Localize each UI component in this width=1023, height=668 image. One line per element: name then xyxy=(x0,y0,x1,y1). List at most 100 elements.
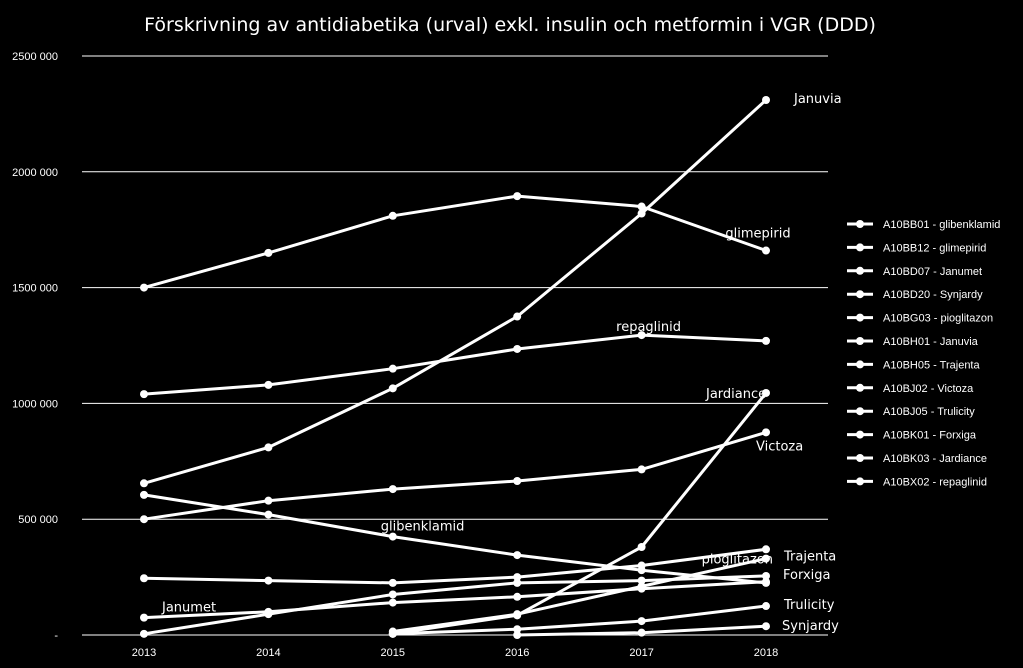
data-point xyxy=(762,545,770,554)
legend-swatch-marker xyxy=(856,360,864,369)
annotation-label: Synjardy xyxy=(782,619,839,634)
data-point xyxy=(264,510,273,519)
annotation-label: Jardiance xyxy=(705,387,766,402)
legend-item-2: A10BD07 - Janumet xyxy=(847,266,982,278)
series-10 xyxy=(388,388,770,638)
data-point xyxy=(513,551,522,560)
legend-label: A10BH01 - Januvia xyxy=(883,336,979,348)
annotation-label: glimepirid xyxy=(725,227,790,242)
annotation-label: Victoza xyxy=(756,439,803,454)
annotation-label: glibenklamid xyxy=(381,520,465,535)
data-point xyxy=(388,598,397,607)
legend-label: A10BG03 - pioglitazon xyxy=(883,313,993,325)
y-axis: - 500 000 1000 000 1500 000 2000 000 2500 000 xyxy=(12,51,58,642)
legend-item-8: A10BJ05 - Trulicity xyxy=(847,406,975,418)
series-line xyxy=(143,98,768,485)
y-tick-label: - xyxy=(54,630,58,642)
data-point xyxy=(762,571,770,580)
annotation-label: repaglinid xyxy=(616,320,681,335)
data-point xyxy=(140,574,148,583)
series-line xyxy=(392,557,767,633)
series-3 xyxy=(513,622,770,639)
annotation-label: pioglitazon xyxy=(702,553,773,568)
y-tick-label: 500 000 xyxy=(18,514,58,526)
legend: A10BB01 - glibenklamid A10BB12 - glimepir… xyxy=(847,219,1000,488)
data-point xyxy=(388,532,397,541)
data-point xyxy=(140,283,148,292)
series-7 xyxy=(140,428,770,524)
series-line xyxy=(143,547,767,585)
data-point xyxy=(388,485,397,494)
data-point xyxy=(513,476,522,485)
data-point xyxy=(140,613,148,622)
data-point xyxy=(388,364,397,373)
series-line xyxy=(143,574,767,636)
series-5 xyxy=(140,96,770,488)
legend-item-11: A10BX02 - repaglinid xyxy=(847,476,987,488)
legend-item-4: A10BG03 - pioglitazon xyxy=(847,313,993,325)
legend-label: A10BH05 - Trajenta xyxy=(883,359,980,371)
data-point xyxy=(264,576,273,585)
data-point xyxy=(140,629,148,638)
data-point xyxy=(637,617,646,626)
x-tick-label: 2018 xyxy=(754,647,778,659)
data-point xyxy=(264,248,273,257)
data-point xyxy=(762,246,770,255)
chart-title: Förskrivning av antidiabetika (urval) ex… xyxy=(144,14,876,36)
y-tick-label: 1500 000 xyxy=(12,283,58,295)
legend-label: A10BB12 - glimepirid xyxy=(883,242,986,254)
x-axis: 2013 2014 2015 2016 2017 2018 xyxy=(132,647,778,659)
data-point xyxy=(140,479,148,488)
series-0 xyxy=(140,490,770,587)
data-point xyxy=(264,610,273,619)
legend-swatch-marker xyxy=(856,290,864,299)
data-point xyxy=(637,561,646,570)
x-tick-label: 2014 xyxy=(256,647,280,659)
data-point xyxy=(140,390,148,399)
data-point xyxy=(513,631,522,639)
data-point xyxy=(388,384,397,393)
legend-label: A10BX02 - repaglinid xyxy=(883,476,987,488)
grid-lines xyxy=(82,55,828,636)
series-6 xyxy=(140,571,770,638)
annotation-label: Januvia xyxy=(793,92,842,107)
data-point xyxy=(513,573,522,582)
annotations: Januvia glimepirid repaglinid Jardiance Vict… xyxy=(161,92,842,634)
legend-swatch-marker xyxy=(856,266,864,275)
data-point xyxy=(513,312,522,321)
annotation-label: Forxiga xyxy=(783,568,831,583)
data-point xyxy=(637,331,646,340)
legend-item-1: A10BB12 - glimepirid xyxy=(847,242,986,254)
series-line xyxy=(143,430,767,521)
legend-item-7: A10BJ02 - Victoza xyxy=(847,383,974,395)
data-point xyxy=(264,380,273,389)
legend-item-9: A10BK01 - Forxiga xyxy=(847,430,977,442)
legend-label: A10BJ05 - Trulicity xyxy=(883,406,975,418)
data-point xyxy=(264,496,273,505)
data-point xyxy=(637,465,646,474)
data-point xyxy=(637,542,646,551)
data-point xyxy=(388,629,397,638)
series-4 xyxy=(140,545,770,587)
data-point xyxy=(264,443,273,452)
legend-swatch-marker xyxy=(856,383,864,392)
legend-swatch-marker xyxy=(856,407,864,416)
series-line xyxy=(143,194,767,290)
legend-item-0: A10BB01 - glibenklamid xyxy=(847,219,1000,231)
legend-item-6: A10BH05 - Trajenta xyxy=(847,359,980,371)
data-point xyxy=(513,344,522,353)
x-tick-label: 2016 xyxy=(505,647,529,659)
series-11 xyxy=(140,331,770,399)
legend-item-3: A10BD20 - Synjardy xyxy=(847,289,983,301)
data-point xyxy=(513,192,522,201)
legend-label: A10BD07 - Janumet xyxy=(883,266,982,278)
data-point xyxy=(762,602,770,611)
data-point xyxy=(637,628,646,637)
legend-swatch-marker xyxy=(856,477,864,486)
legend-item-10: A10BK03 - Jardiance xyxy=(847,453,987,465)
legend-swatch-marker xyxy=(856,243,864,252)
legend-swatch-marker xyxy=(856,337,864,345)
data-point xyxy=(762,554,770,563)
y-tick-label: 1000 000 xyxy=(12,398,58,410)
